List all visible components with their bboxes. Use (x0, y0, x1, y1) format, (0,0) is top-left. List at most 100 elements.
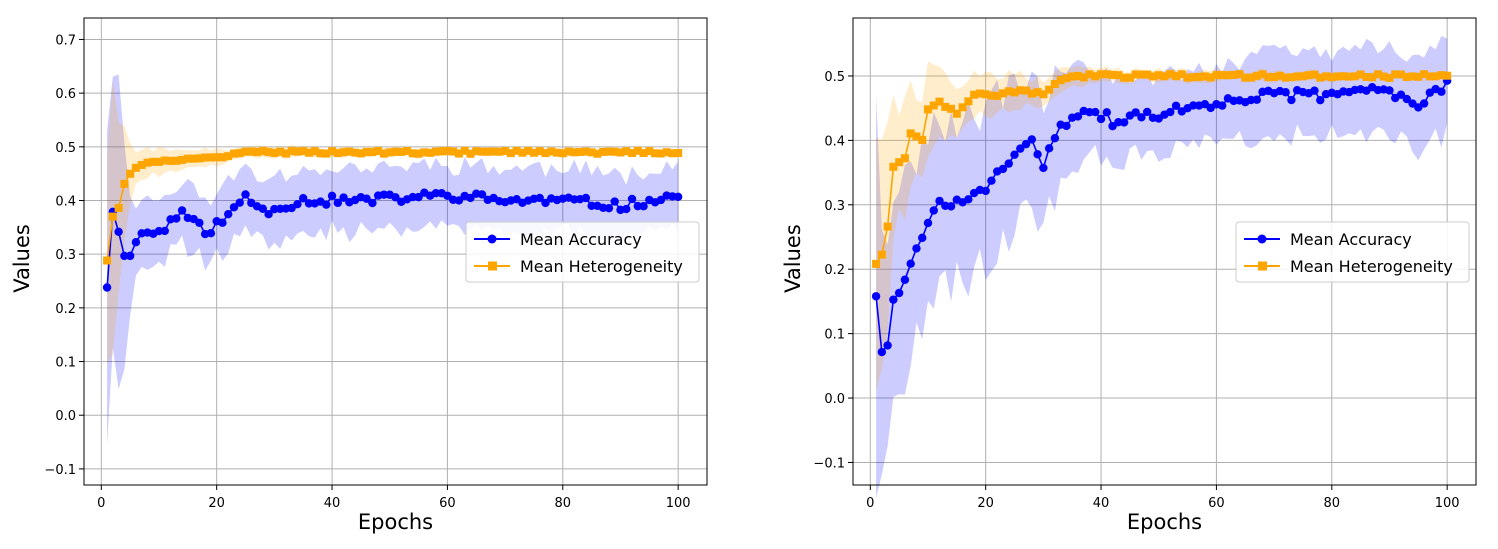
legend-left: Mean Accuracy Mean Heterogeneity (465, 221, 700, 283)
point-heterogeneity (662, 148, 671, 157)
point-accuracy (946, 202, 956, 211)
point-heterogeneity (454, 149, 463, 158)
point-heterogeneity (1160, 72, 1169, 81)
point-heterogeneity (178, 155, 187, 164)
point-heterogeneity (541, 149, 550, 158)
point-heterogeneity (472, 147, 481, 156)
point-accuracy (1119, 118, 1129, 127)
point-heterogeneity (1027, 89, 1036, 98)
y-ticks-left: −0.1 0.0 0.1 0.2 0.3 0.4 0.5 0.6 0.7 (44, 33, 84, 478)
point-heterogeneity (253, 148, 262, 157)
point-heterogeneity (1050, 79, 1059, 88)
point-heterogeneity (564, 147, 573, 156)
point-heterogeneity (1212, 71, 1221, 80)
point-heterogeneity (495, 147, 504, 156)
point-heterogeneity (1258, 70, 1267, 79)
point-heterogeneity (1414, 72, 1423, 81)
point-heterogeneity (1073, 71, 1082, 80)
point-heterogeneity (993, 91, 1002, 100)
y-ticks-right: −0.1 0.0 0.1 0.2 0.3 0.4 0.5 (813, 70, 853, 471)
point-accuracy (362, 194, 371, 203)
point-heterogeneity (1223, 71, 1232, 80)
point-accuracy (622, 204, 631, 214)
legend-right: Mean Accuracy Mean Heterogeneity (1235, 221, 1470, 283)
point-heterogeneity (975, 89, 984, 98)
point-accuracy (1021, 139, 1031, 149)
point-accuracy (894, 288, 904, 298)
point-accuracy (466, 193, 475, 203)
point-heterogeneity (958, 103, 967, 112)
chart-left: 0 20 40 60 80 100 −0.1 0.0 0.1 0.2 0.3 0.4 0.5 0.6 0.… (10, 17, 708, 534)
point-heterogeneity (535, 147, 544, 156)
point-heterogeneity (1425, 72, 1434, 81)
point-accuracy (883, 341, 892, 350)
point-accuracy (1102, 108, 1112, 117)
point-heterogeneity (628, 148, 637, 157)
point-heterogeneity (1408, 72, 1417, 81)
band-accuracy (107, 74, 679, 445)
point-heterogeneity (466, 149, 475, 158)
point-heterogeneity (1177, 70, 1186, 79)
point-accuracy (131, 238, 141, 247)
point-heterogeneity (895, 158, 904, 167)
y-tick-label: 0.1 (55, 356, 76, 371)
point-accuracy (1437, 87, 1446, 96)
point-heterogeneity (604, 147, 613, 156)
y-tick-label: 0.2 (824, 263, 845, 278)
point-heterogeneity (553, 148, 562, 157)
point-accuracy (299, 194, 308, 203)
point-heterogeneity (529, 148, 538, 157)
point-accuracy (177, 206, 187, 215)
point-heterogeneity (333, 149, 342, 158)
x-tick-label: 60 (1208, 496, 1225, 511)
point-heterogeneity (987, 91, 996, 100)
point-heterogeneity (1200, 72, 1209, 81)
point-heterogeneity (1033, 88, 1042, 97)
point-heterogeneity (1327, 73, 1336, 82)
point-heterogeneity (224, 152, 233, 161)
point-heterogeneity (374, 146, 383, 155)
point-heterogeneity (998, 89, 1007, 98)
point-heterogeneity (1402, 73, 1411, 82)
y-tick-label: 0.6 (55, 87, 76, 102)
point-heterogeneity (1045, 85, 1054, 94)
point-accuracy (1137, 113, 1146, 122)
point-accuracy (264, 209, 273, 219)
point-accuracy (604, 203, 614, 213)
point-heterogeneity (1356, 70, 1365, 79)
point-heterogeneity (1322, 72, 1331, 81)
point-heterogeneity (414, 149, 423, 158)
point-heterogeneity (172, 156, 181, 165)
point-accuracy (229, 203, 239, 212)
point-heterogeneity (420, 148, 429, 157)
point-heterogeneity (235, 149, 244, 158)
point-heterogeneity (570, 148, 579, 157)
point-heterogeneity (328, 147, 337, 156)
point-accuracy (1050, 133, 1060, 143)
point-heterogeneity (1010, 88, 1019, 97)
point-heterogeneity (1166, 70, 1175, 79)
point-heterogeneity (379, 149, 388, 158)
point-heterogeneity (633, 146, 642, 155)
point-accuracy (1142, 107, 1152, 117)
point-heterogeneity (1241, 73, 1250, 82)
point-heterogeneity (941, 102, 950, 111)
y-tick-label: 0.0 (55, 409, 76, 424)
legend-box-right (1235, 221, 1470, 283)
legend-marker-accuracy-right (1257, 234, 1267, 244)
point-heterogeneity (258, 147, 267, 156)
point-accuracy (673, 192, 683, 202)
point-heterogeneity (195, 154, 204, 163)
point-accuracy (877, 347, 887, 357)
point-accuracy (1171, 101, 1181, 110)
point-heterogeneity (293, 147, 302, 156)
y-axis-label-left: Values (10, 224, 34, 293)
legend-marker-heterogeneity-left (488, 261, 497, 271)
point-heterogeneity (1310, 70, 1319, 79)
point-heterogeneity (1373, 70, 1382, 79)
point-heterogeneity (872, 259, 881, 268)
y-axis-label-right: Values (781, 224, 805, 293)
point-heterogeneity (1125, 73, 1134, 82)
point-accuracy (1073, 112, 1083, 121)
